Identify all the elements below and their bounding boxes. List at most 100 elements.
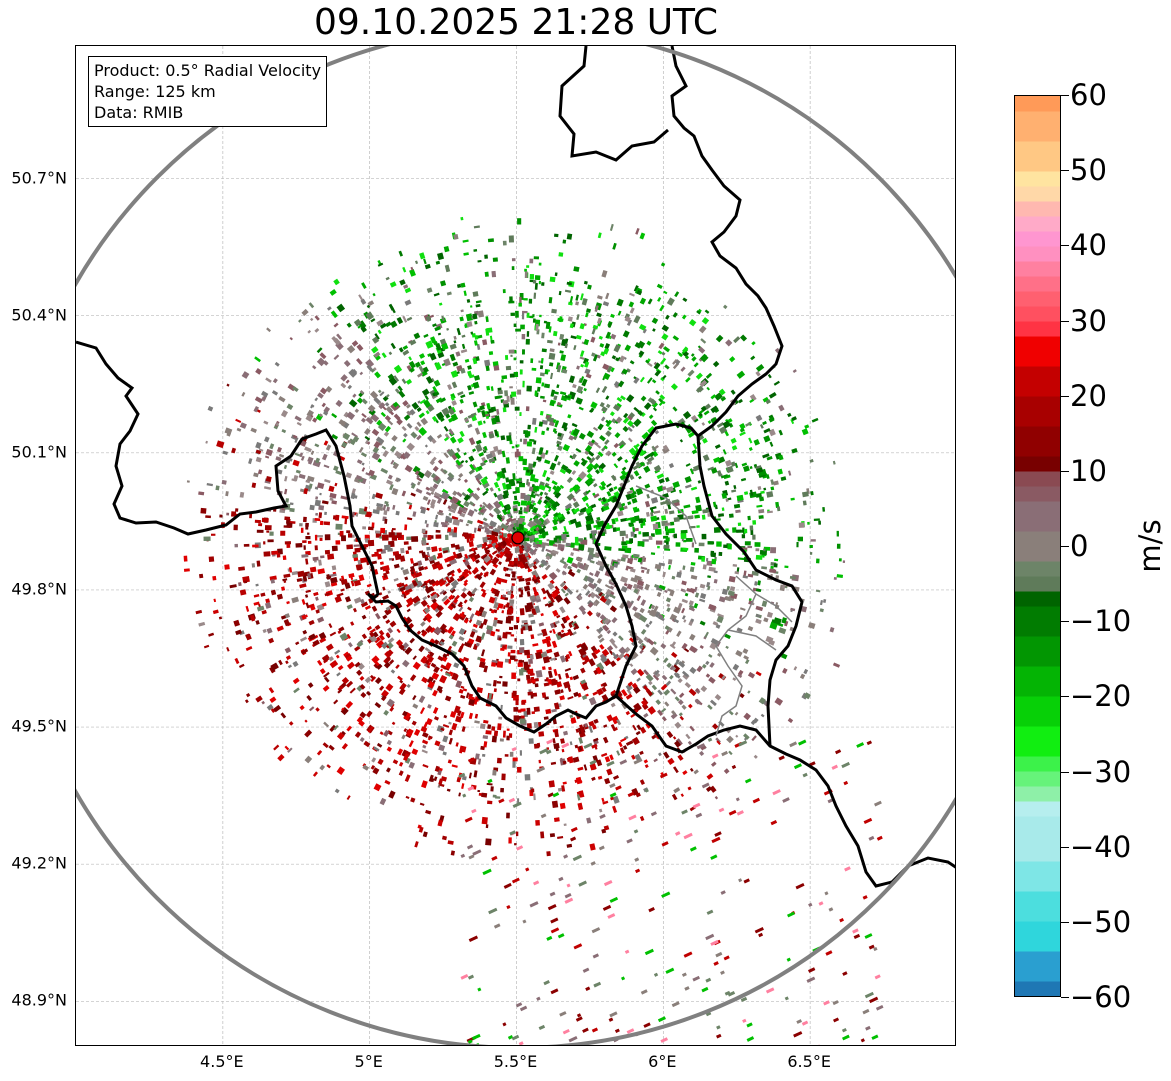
velocity-gate: [557, 631, 562, 636]
velocity-gate: [579, 724, 585, 732]
colorbar-band: [1015, 486, 1060, 502]
velocity-gate: [374, 551, 380, 557]
velocity-gate: [670, 383, 678, 391]
velocity-gate: [418, 645, 425, 653]
velocity-gate: [815, 558, 820, 564]
velocity-gate: [461, 726, 466, 733]
velocity-gate: [438, 744, 446, 752]
velocity-gate: [554, 422, 559, 428]
velocity-gate: [294, 415, 302, 422]
velocity-gate: [576, 365, 580, 370]
velocity-gate: [519, 412, 522, 417]
velocity-gate: [601, 385, 608, 394]
velocity-gate: [658, 752, 662, 757]
velocity-gate: [438, 778, 444, 785]
velocity-gate: [714, 392, 723, 401]
velocity-gate: [321, 402, 326, 408]
velocity-gate: [687, 703, 693, 709]
velocity-gate: [501, 508, 508, 516]
velocity-gate: [565, 534, 570, 538]
velocity-gate: [627, 426, 633, 433]
velocity-gate: [335, 654, 340, 659]
velocity-gate: [342, 432, 351, 441]
velocity-gate: [566, 233, 573, 240]
velocity-gate: [205, 440, 208, 444]
velocity-gate: [274, 361, 280, 367]
velocity-gate: [463, 581, 468, 587]
velocity-gate: [423, 534, 428, 538]
velocity-gate: [502, 1022, 507, 1027]
velocity-gate: [748, 437, 753, 444]
velocity-gate: [433, 639, 440, 645]
velocity-gate: [591, 1027, 599, 1033]
velocity-gate: [339, 530, 344, 537]
velocity-gate: [412, 703, 419, 709]
velocity-gate: [655, 699, 662, 705]
velocity-gate: [797, 536, 803, 542]
colorbar-tick-label: −40: [1070, 829, 1132, 864]
velocity-gate: [360, 417, 367, 423]
velocity-gate: [211, 533, 216, 536]
velocity-gate: [341, 515, 349, 519]
velocity-gate: [357, 325, 362, 329]
velocity-gate: [749, 398, 755, 403]
velocity-gate: [693, 769, 699, 775]
velocity-gate: [475, 642, 480, 647]
velocity-gate: [456, 447, 461, 453]
velocity-gate: [625, 710, 631, 716]
velocity-gate: [378, 629, 385, 636]
colorbar-band: [1015, 321, 1060, 337]
velocity-gate: [620, 395, 626, 401]
velocity-gate: [365, 511, 372, 518]
velocity-gate: [421, 749, 428, 754]
velocity-gate: [433, 292, 440, 297]
velocity-gate: [609, 638, 616, 645]
velocity-gate: [344, 518, 348, 525]
velocity-gate: [322, 685, 330, 692]
velocity-gate: [793, 1031, 803, 1038]
velocity-gate: [376, 742, 383, 748]
velocity-gate: [271, 550, 279, 555]
velocity-gate: [261, 700, 265, 705]
velocity-gate: [715, 334, 724, 343]
velocity-gate: [376, 506, 384, 511]
velocity-gate: [578, 511, 584, 517]
velocity-gate: [433, 521, 439, 528]
velocity-gate: [203, 536, 211, 542]
velocity-gate: [486, 385, 491, 391]
velocity-gate: [547, 670, 553, 679]
velocity-gate: [500, 435, 506, 441]
velocity-gate: [502, 594, 507, 598]
velocity-gate: [743, 655, 749, 661]
velocity-gate: [352, 607, 357, 613]
velocity-gate: [371, 346, 379, 354]
velocity-gate: [363, 544, 369, 548]
velocity-gate: [580, 460, 587, 467]
velocity-gate: [716, 1025, 721, 1030]
velocity-gate: [541, 382, 545, 387]
velocity-gate: [549, 276, 556, 283]
velocity-gate: [286, 543, 291, 548]
velocity-gate: [723, 544, 728, 549]
velocity-gate: [288, 721, 294, 726]
radar-site-marker[interactable]: [511, 531, 525, 545]
velocity-gate: [219, 514, 223, 518]
velocity-gate: [552, 738, 556, 744]
velocity-colorbar[interactable]: [1014, 95, 1061, 997]
velocity-gate: [314, 397, 319, 402]
velocity-gate: [646, 377, 653, 384]
velocity-gate: [690, 561, 696, 566]
velocity-gate: [309, 317, 314, 322]
velocity-gate: [522, 626, 526, 631]
velocity-gate: [314, 534, 318, 541]
velocity-gate: [476, 519, 484, 525]
velocity-gate: [296, 577, 303, 583]
velocity-gate: [512, 690, 517, 697]
velocity-gate: [550, 389, 555, 397]
velocity-gate: [689, 468, 695, 475]
velocity-gate: [665, 526, 669, 533]
velocity-gate: [518, 302, 522, 307]
velocity-gate: [427, 535, 432, 540]
radar-map[interactable]: [75, 45, 956, 1046]
velocity-gate: [778, 429, 783, 436]
